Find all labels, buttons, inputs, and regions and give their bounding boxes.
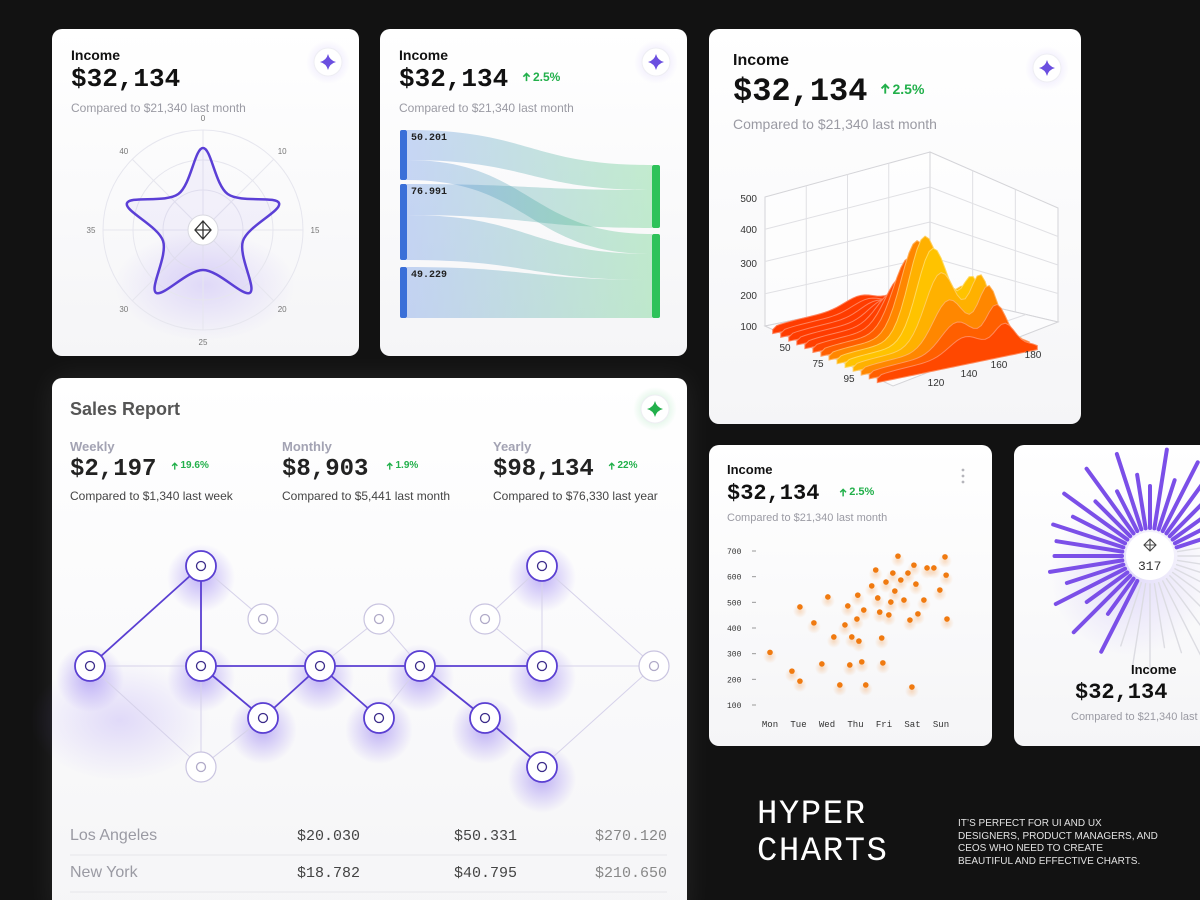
table-amount: $18.782 (296, 865, 360, 882)
arrow-up-icon (171, 462, 178, 470)
brand-title: HYPER (757, 796, 867, 834)
table-amount: $20.030 (296, 828, 360, 845)
table-amount: $40.795 (453, 865, 517, 882)
change-indicator: 19.6% (171, 461, 209, 471)
card-value: $32,134 (71, 64, 181, 94)
stat-period: Monthly (282, 439, 332, 454)
card-compare: Compared to $21,340 last month (399, 101, 574, 115)
change-indicator: 2.5% (839, 487, 874, 498)
card-title: Income (399, 47, 449, 63)
card-value: $32,134 (727, 481, 820, 506)
card-value: $32,134 (399, 64, 509, 94)
card-value: $32,134 (1075, 680, 1168, 705)
card-value: $32,134 (733, 73, 868, 110)
card-title: Income (733, 52, 790, 69)
change-value: 2.5% (892, 81, 925, 98)
stat-value: $8,903 (282, 456, 369, 483)
table-city: Los Angeles (70, 827, 158, 844)
arrow-up-icon (608, 462, 615, 470)
arrow-path (608, 462, 615, 470)
arrow-path (880, 83, 890, 95)
arrow-up-icon (880, 83, 890, 95)
stat-compare: Compared to $1,340 last week (70, 489, 233, 503)
arrow-up-icon (386, 462, 393, 470)
change-value: 1.9% (395, 460, 419, 471)
arrow-up-icon (839, 488, 847, 497)
change-indicator: 22% (608, 461, 638, 471)
arrow-path (839, 488, 847, 497)
radial-center-value: 317 (1138, 559, 1162, 574)
brand-description: IT’S PERFECT FOR UI AND UX DESIGNERS, PR… (958, 818, 1158, 867)
arrow-path (522, 72, 531, 82)
table-amount: $270.120 (594, 828, 667, 845)
stat-value: $2,197 (70, 456, 157, 483)
change-indicator: 2.5% (522, 71, 560, 83)
card-compare: Compared to $21,340 last month (727, 512, 888, 524)
change-indicator: 2.5% (880, 82, 924, 96)
table-city: New York (70, 864, 138, 881)
table-amount: $210.650 (594, 865, 667, 882)
card-compare: Compared to $21,340 last month (71, 101, 246, 115)
brand-title: CHARTS (757, 833, 889, 871)
stat-period: Yearly (493, 439, 532, 454)
change-indicator: 1.9% (386, 461, 418, 471)
change-value: 2.5% (849, 486, 875, 499)
table-amount: $50.331 (453, 828, 517, 845)
sales-title: Sales Report (70, 399, 181, 419)
stat-compare: Compared to $76,330 last year (493, 489, 658, 503)
card-compare: Compared to $21,340 last (1071, 711, 1198, 723)
stat-value: $98,134 (493, 456, 594, 483)
stat-period: Weekly (70, 439, 115, 454)
change-value: 22% (617, 460, 638, 471)
card-title: Income (1131, 662, 1177, 677)
change-value: 2.5% (533, 70, 561, 85)
arrow-path (386, 462, 393, 470)
change-value: 19.6% (180, 460, 209, 471)
card-title: Income (71, 47, 121, 63)
arrow-path (171, 462, 178, 470)
card-compare: Compared to $21,340 last month (733, 116, 937, 132)
arrow-up-icon (522, 72, 531, 82)
stat-compare: Compared to $5,441 last month (282, 489, 451, 503)
card-title: Income (727, 462, 773, 477)
